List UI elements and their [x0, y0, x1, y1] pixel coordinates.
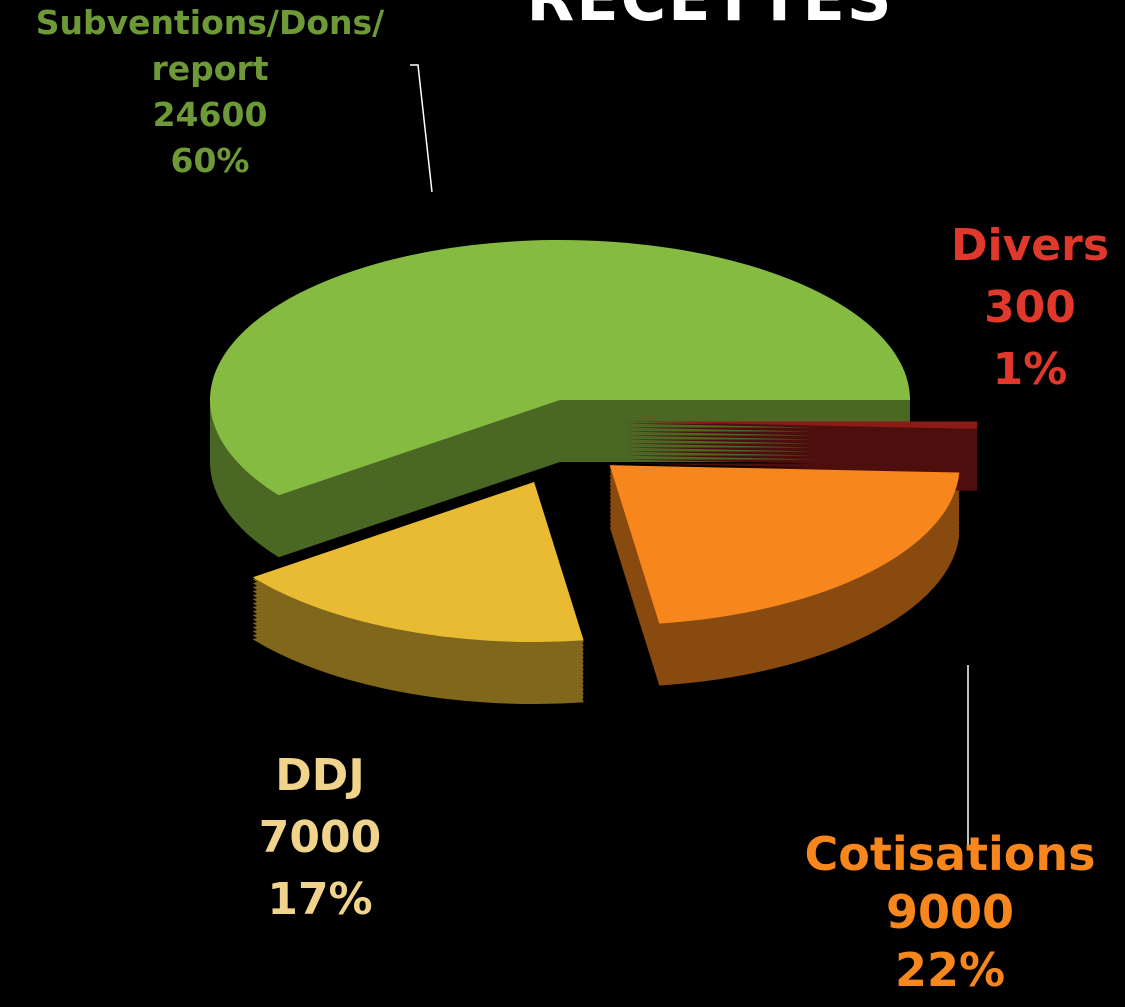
slice-side: [627, 455, 978, 463]
slice-side: [627, 435, 978, 443]
slice-label: DDJ 7000 17%: [230, 745, 410, 931]
slice-label: Divers 300 1%: [940, 215, 1120, 401]
slice-label: Cotisations 9000 22%: [790, 825, 1110, 999]
slice-side: [627, 451, 978, 459]
value: 300: [984, 282, 1076, 333]
category: DDJ: [275, 750, 365, 801]
slice-side: [627, 427, 978, 435]
slice-side: [627, 459, 978, 467]
chart-title: RECETTES: [520, 0, 900, 35]
value: 9000: [885, 885, 1015, 939]
slice: [252, 482, 584, 643]
slice: [609, 465, 960, 624]
slice-side: [627, 443, 978, 451]
category: Divers: [950, 220, 1110, 271]
category: Subventions/Dons/ report: [35, 3, 396, 88]
value: 24600: [152, 95, 268, 134]
percent: 22%: [894, 943, 1006, 997]
slice-label: Subventions/Dons/ report 24600 60%: [10, 0, 410, 184]
percent: 1%: [992, 344, 1068, 395]
slice-side: [627, 447, 978, 455]
slice: [627, 421, 978, 429]
slice-side: [627, 463, 978, 471]
pie: [209, 240, 978, 705]
slice: [209, 240, 910, 496]
slice-side: [627, 431, 978, 439]
slice-side: [627, 439, 978, 447]
leader-line: [410, 64, 433, 193]
value: 7000: [258, 812, 382, 863]
percent: 60%: [170, 141, 250, 180]
percent: 17%: [267, 874, 373, 925]
category: Cotisations: [804, 827, 1096, 881]
